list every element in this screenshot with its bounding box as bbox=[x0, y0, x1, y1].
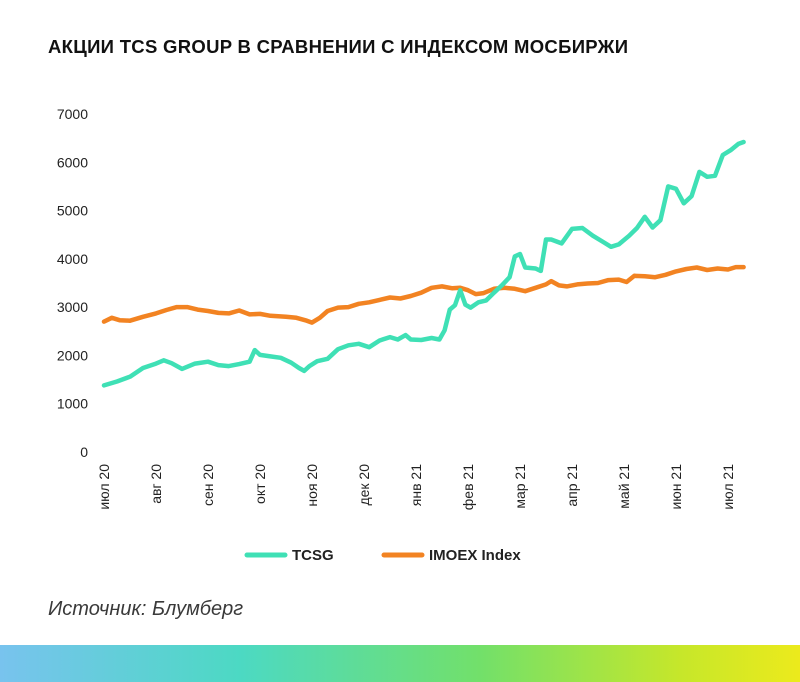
x-tick-label: апр 21 bbox=[564, 464, 580, 507]
x-tick-label: ноя 20 bbox=[304, 464, 320, 507]
y-tick-label: 1000 bbox=[57, 396, 88, 412]
x-axis-ticks: июл 20 авг 20 сен 20 окт 20 ноя 20 дек 20 янв … bbox=[96, 464, 736, 510]
x-tick-label: янв 21 bbox=[408, 464, 424, 506]
y-tick-label: 6000 bbox=[57, 154, 88, 170]
x-tick-label: авг 20 bbox=[148, 464, 164, 504]
x-tick-label: май 21 bbox=[616, 464, 632, 509]
legend-label: IMOEX Index bbox=[429, 547, 521, 564]
x-tick-label: июл 20 bbox=[96, 464, 112, 510]
legend-label: TCSG bbox=[292, 547, 334, 564]
y-tick-label: 0 bbox=[80, 444, 88, 460]
legend: TCSG IMOEX Index bbox=[244, 547, 521, 564]
x-tick-label: фев 21 bbox=[460, 464, 476, 510]
series-line-imoex-index bbox=[101, 264, 746, 325]
chart-title: АКЦИИ TCS GROUP В СРАВНЕНИИ С ИНДЕКСОМ М… bbox=[48, 36, 629, 57]
x-tick-label: сен 20 bbox=[200, 464, 216, 506]
y-tick-label: 3000 bbox=[57, 299, 88, 315]
y-tick-label: 7000 bbox=[57, 106, 88, 122]
x-tick-label: дек 20 bbox=[356, 464, 372, 506]
series-line-tcsg bbox=[101, 139, 746, 388]
x-tick-label: мар 21 bbox=[512, 464, 528, 509]
x-tick-label: окт 20 bbox=[252, 464, 268, 504]
source-note: Источник: Блумберг bbox=[48, 598, 244, 620]
x-tick-label: июл 21 bbox=[720, 464, 736, 510]
y-axis-ticks: 0 1000 2000 3000 4000 5000 6000 7000 bbox=[57, 106, 88, 460]
x-tick-label: июн 21 bbox=[668, 464, 684, 510]
y-tick-label: 4000 bbox=[57, 251, 88, 267]
y-tick-label: 5000 bbox=[57, 203, 88, 219]
y-tick-label: 2000 bbox=[57, 347, 88, 363]
line-chart: 0 1000 2000 3000 4000 5000 6000 7000 июл 20 авг … bbox=[57, 106, 746, 564]
gradient-footer-bar bbox=[0, 645, 800, 682]
series-lines bbox=[101, 139, 746, 388]
